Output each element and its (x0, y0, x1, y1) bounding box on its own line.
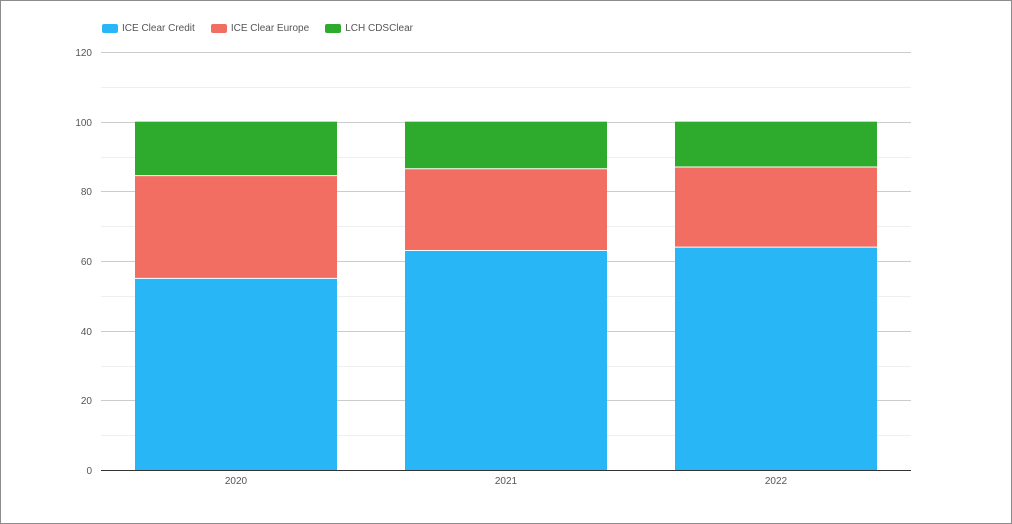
bar-segment-lch-cdsclear (405, 121, 607, 169)
x-tick-label: 2021 (495, 476, 518, 487)
legend-item-ice-clear-europe[interactable]: ICE Clear Europe (210, 22, 310, 34)
legend-swatch-lch-cdsclear (325, 23, 342, 33)
bar-segment-ice-clear-europe (405, 168, 607, 251)
bar-segment-lch-cdsclear (135, 121, 337, 176)
bar-segment-ice-clear-credit (405, 250, 607, 470)
bar-segment-lch-cdsclear (675, 121, 877, 167)
y-tick-label: 80 (81, 187, 93, 198)
chart-legend: ICE Clear Credit ICE Clear Europe LCH CD… (102, 21, 429, 35)
y-tick-label: 100 (75, 118, 92, 129)
legend-swatch-ice-clear-europe (210, 23, 227, 33)
bar-segment-ice-clear-europe (675, 166, 877, 248)
legend-label-ice-clear-credit: ICE Clear Credit (122, 22, 195, 34)
y-tick-label: 120 (75, 48, 92, 59)
bar-segment-ice-clear-europe (135, 175, 337, 279)
legend-label-ice-clear-europe: ICE Clear Europe (230, 22, 310, 34)
y-tick-label: 20 (81, 396, 93, 407)
x-tick-label: 2020 (225, 476, 248, 487)
legend-swatch-ice-clear-credit (102, 23, 118, 33)
legend-label-lch-cdsclear: LCH CDSClear (345, 22, 413, 34)
bar-segment-ice-clear-credit (135, 278, 337, 470)
legend-item-lch-cdsclear[interactable]: LCH CDSClear (325, 23, 413, 34)
bar-segment-ice-clear-credit (675, 247, 877, 470)
legend-item-ice-clear-credit[interactable]: ICE Clear Credit (102, 23, 195, 34)
y-tick-label: 60 (81, 257, 93, 268)
x-tick-label: 2022 (765, 476, 788, 487)
y-tick-label: 40 (81, 327, 93, 338)
y-tick-label: 0 (86, 466, 92, 477)
